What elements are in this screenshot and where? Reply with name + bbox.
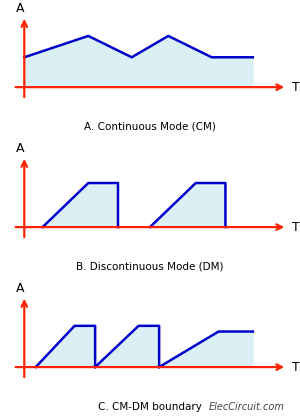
- Text: C. CM-DM boundary: C. CM-DM boundary: [98, 402, 202, 412]
- Text: A: A: [16, 141, 24, 155]
- Text: B. Discontinuous Mode (DM): B. Discontinuous Mode (DM): [76, 262, 224, 272]
- Text: T: T: [292, 361, 299, 374]
- Text: A: A: [16, 282, 24, 295]
- Text: ElecCircuit.com: ElecCircuit.com: [209, 402, 285, 412]
- Text: T: T: [292, 220, 299, 234]
- Polygon shape: [36, 326, 95, 367]
- Polygon shape: [159, 332, 253, 367]
- Polygon shape: [43, 183, 118, 227]
- Text: A: A: [16, 2, 24, 15]
- Text: T: T: [292, 81, 299, 94]
- Polygon shape: [24, 36, 253, 87]
- Text: A. Continuous Mode (CM): A. Continuous Mode (CM): [84, 122, 216, 132]
- Polygon shape: [95, 326, 159, 367]
- Polygon shape: [150, 183, 225, 227]
